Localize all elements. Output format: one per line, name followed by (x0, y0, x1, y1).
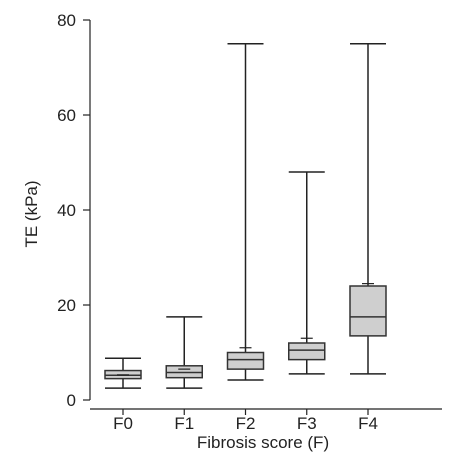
iqr-box (349, 285, 387, 337)
x-axis: F0 F1 F2 F3 F4 (90, 408, 442, 433)
x-tick-label: F3 (297, 414, 317, 433)
box-f0 (104, 357, 142, 389)
iqr-box (288, 342, 326, 361)
iqr-box (226, 351, 265, 370)
y-tick-label: 80 (57, 11, 76, 30)
box-f1 (165, 316, 203, 389)
box-f2 (226, 43, 265, 381)
x-tick-label: F1 (174, 414, 194, 433)
y-tick-label: 40 (57, 201, 76, 220)
y-tick-label: 60 (57, 106, 76, 125)
box-f4 (349, 43, 387, 375)
y-tick-label: 0 (67, 391, 76, 410)
y-axis: 0 20 40 60 80 (57, 11, 91, 410)
x-axis-label: Fibrosis score (F) (197, 433, 329, 452)
x-tick-label: F2 (236, 414, 256, 433)
box-f3 (288, 171, 326, 375)
x-tick-label: F4 (358, 414, 378, 433)
x-tick-label: F0 (113, 414, 133, 433)
y-axis-label: TE (kPa) (22, 180, 41, 247)
plot-area (104, 43, 387, 389)
y-tick-label: 20 (57, 296, 76, 315)
